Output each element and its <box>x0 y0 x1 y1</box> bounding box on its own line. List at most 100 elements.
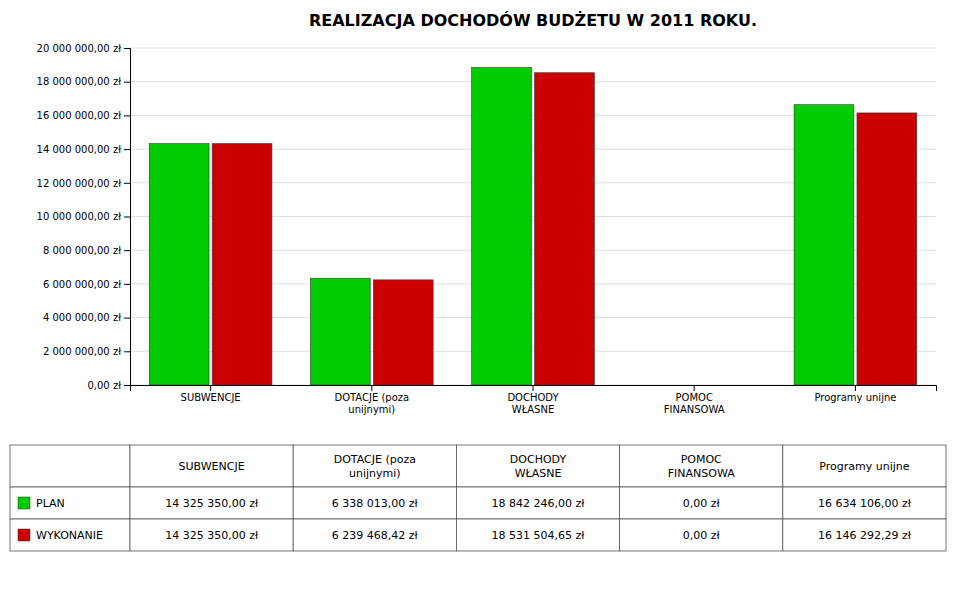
bar-series <box>212 73 917 385</box>
text-line: unijnymi) <box>349 467 401 480</box>
chart: REALIZACJA DOCHODÓW BUDŻETU W 2011 ROKU.… <box>0 0 956 602</box>
y-tick: 0,00 zł <box>87 380 130 391</box>
value-label: 14 325 350,00 zł <box>165 529 259 542</box>
text-line: SUBWENCJE <box>179 460 245 473</box>
table-cell <box>620 487 783 519</box>
table-header: DOCHODYWŁASNE <box>510 453 567 479</box>
tick-label: 6 000 000,00 zł <box>43 279 121 290</box>
tick-label: 2 000 000,00 zł <box>43 346 121 357</box>
text-line: DOTACJE (poza <box>334 453 416 466</box>
value-label: 0,00 zł <box>683 497 721 510</box>
bar <box>212 144 272 385</box>
tick-mark <box>533 385 534 391</box>
x-tick: DOCHODYWŁASNE <box>507 385 559 415</box>
table-cell <box>293 487 456 519</box>
bar <box>696 385 756 386</box>
value-label: 14 325 350,00 zł <box>165 497 259 510</box>
table-cell <box>783 519 946 551</box>
table-cell <box>130 487 293 519</box>
tick-mark <box>124 217 130 218</box>
bars <box>149 68 916 385</box>
tick-mark <box>855 385 856 391</box>
text-line: Programy unijne <box>814 392 896 403</box>
tick-label: 18 000 000,00 zł <box>37 76 122 87</box>
table-cell <box>783 487 946 519</box>
tick-label: 10 000 000,00 zł <box>37 211 122 222</box>
table-cell <box>783 445 946 487</box>
value-label: 6 338 013,00 zł <box>332 497 419 510</box>
y-tick: 12 000 000,00 zł <box>37 178 130 189</box>
table-header: POMOCFINANSOWA <box>668 453 735 479</box>
table-cell <box>620 445 783 487</box>
text-line: FINANSOWA <box>668 467 735 480</box>
tick-label: 8 000 000,00 zł <box>43 245 121 256</box>
x-tick: SUBWENCJE <box>181 385 241 403</box>
y-tick: 8 000 000,00 zł <box>43 245 130 256</box>
text-line: FINANSOWA <box>664 404 725 415</box>
tick-label: DOTACJE (pozaunijnymi) <box>334 392 409 415</box>
bar <box>310 278 370 385</box>
grid <box>130 48 936 385</box>
tick-label: 16 000 000,00 zł <box>37 110 122 121</box>
tick-mark <box>124 250 130 251</box>
tick-label: Programy unijne <box>814 392 896 403</box>
y-tick: 4 000 000,00 zł <box>43 312 130 323</box>
y-tick: 20 000 000,00 zł <box>37 43 130 54</box>
tick-label: 20 000 000,00 zł <box>37 43 122 54</box>
table-cell <box>10 487 130 519</box>
tick-label: 14 000 000,00 zł <box>37 144 122 155</box>
table-cell <box>130 445 293 487</box>
text-line: POMOC <box>681 453 722 466</box>
table-cell <box>456 519 619 551</box>
table-cell <box>620 519 783 551</box>
table-cell <box>456 487 619 519</box>
bar <box>794 105 854 385</box>
value-label: 18 842 246,00 zł <box>492 497 586 510</box>
tick-label: 0,00 zł <box>87 380 121 391</box>
tick-mark <box>124 48 130 49</box>
tick-mark <box>124 149 130 150</box>
text-line: WŁASNE <box>515 467 562 480</box>
text-line: POMOC <box>676 392 713 403</box>
text-line: DOCHODY <box>510 453 567 466</box>
text-line: WŁASNE <box>512 404 555 415</box>
table-cell <box>456 445 619 487</box>
tick-mark <box>124 115 130 116</box>
y-tick: 14 000 000,00 zł <box>37 144 130 155</box>
legend-swatch <box>18 529 30 541</box>
legend-swatch <box>18 497 30 509</box>
tick-mark <box>124 284 130 285</box>
table-cell <box>10 519 130 551</box>
text-line: Programy unijne <box>819 460 909 473</box>
value-label: 18 531 504,65 zł <box>492 529 586 542</box>
bar <box>373 280 433 385</box>
text-line: DOCHODY <box>507 392 559 403</box>
table-cell <box>130 519 293 551</box>
table-header: SUBWENCJE <box>179 460 245 473</box>
title: REALIZACJA DOCHODÓW BUDŻETU W 2011 ROKU. <box>309 11 757 30</box>
table-cell <box>10 445 130 487</box>
table-cell <box>293 445 456 487</box>
value-label: 6 239 468,42 zł <box>332 529 419 542</box>
axis-line <box>124 49 131 386</box>
tick-mark <box>124 183 130 184</box>
legend-label: PLAN <box>36 497 65 510</box>
tick-mark <box>371 385 372 391</box>
table-cell <box>293 519 456 551</box>
bar <box>633 385 693 386</box>
text-line: SUBWENCJE <box>181 392 241 403</box>
bar <box>535 73 595 385</box>
x-tick: POMOCFINANSOWA <box>664 385 725 415</box>
tick-label: POMOCFINANSOWA <box>664 392 725 415</box>
data-table: SUBWENCJE DOTACJE (pozaunijnymi) DOCHODYWŁ… <box>10 445 946 551</box>
tick-label: SUBWENCJE <box>181 392 241 403</box>
y-axis: 0,00 zł 2 000 000,00 zł 4 000 000,00 zł 6 0… <box>37 43 131 391</box>
value-label: 16 634 106,00 zł <box>818 497 912 510</box>
tick-mark <box>124 351 130 352</box>
tick-mark <box>694 385 695 391</box>
x-tick: DOTACJE (pozaunijnymi) <box>334 385 409 415</box>
tick-mark <box>124 82 130 83</box>
y-tick: 16 000 000,00 zł <box>37 110 130 121</box>
x-tick: Programy unijne <box>814 385 896 403</box>
tick-label: DOCHODYWŁASNE <box>507 392 559 415</box>
